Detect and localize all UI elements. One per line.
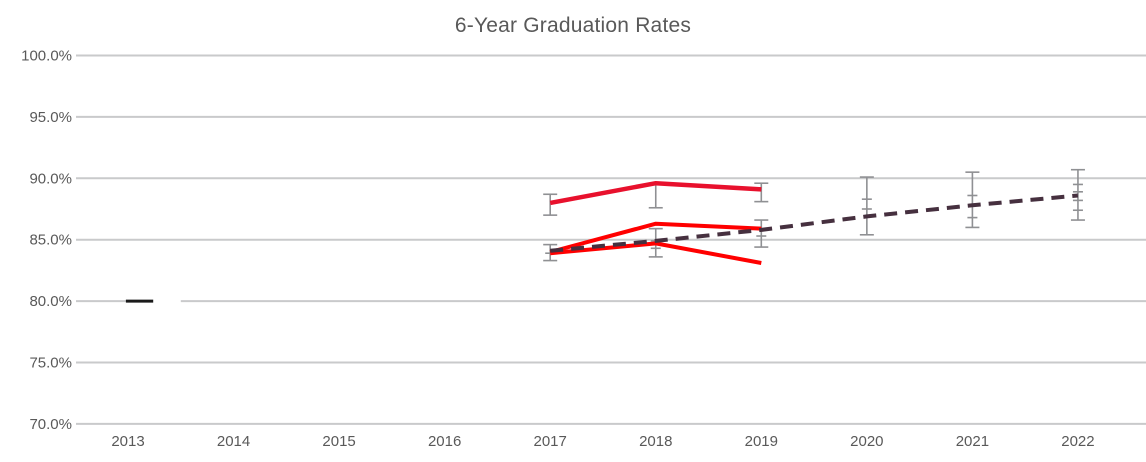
x-tick-label: 2018 xyxy=(639,433,672,450)
y-tick-label: 70.0% xyxy=(29,416,72,433)
y-tick-label: 75.0% xyxy=(29,355,72,372)
series-line-actual-middle xyxy=(549,221,762,254)
y-tick-label: 100.0% xyxy=(21,48,72,65)
x-tick-label: 2019 xyxy=(745,433,778,450)
series-line-actual-upper xyxy=(549,180,762,206)
y-tick-label: 95.0% xyxy=(29,109,72,126)
x-tick-label: 2020 xyxy=(850,433,883,450)
y-tick-label: 90.0% xyxy=(29,170,72,187)
x-tick-label: 2017 xyxy=(534,433,567,450)
x-tick-label: 2022 xyxy=(1061,433,1094,450)
y-tick-label: 80.0% xyxy=(29,293,72,310)
y-tick-label: 85.0% xyxy=(29,232,72,249)
x-tick-label: 2013 xyxy=(111,433,144,450)
x-tick-label: 2014 xyxy=(217,433,250,450)
x-tick-label: 2021 xyxy=(956,433,989,450)
x-tick-label: 2015 xyxy=(322,433,355,450)
x-tick-label: 2016 xyxy=(428,433,461,450)
series-line-projection-dashed xyxy=(550,193,1079,253)
series-line-actual-lower xyxy=(550,241,762,265)
